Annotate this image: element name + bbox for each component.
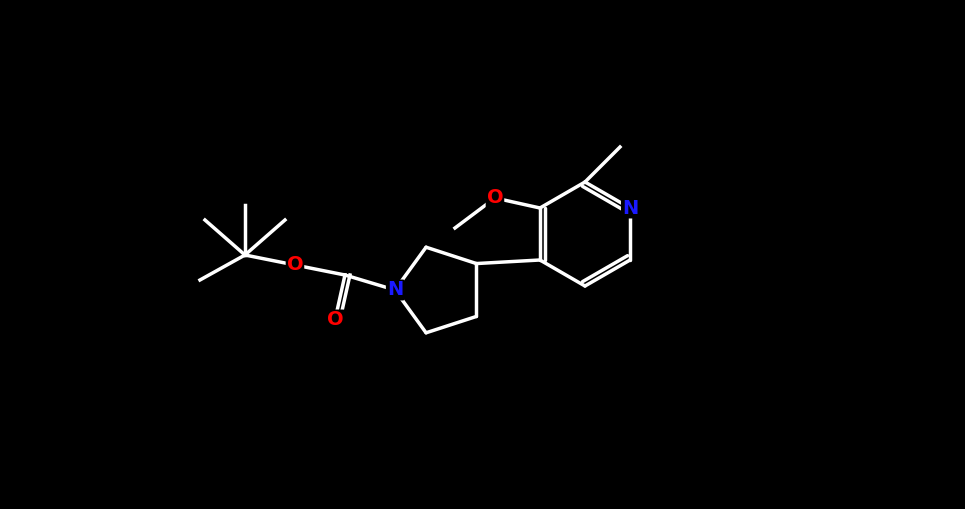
Text: O: O xyxy=(287,256,303,274)
Text: N: N xyxy=(387,280,403,299)
Text: O: O xyxy=(327,310,344,329)
Text: N: N xyxy=(621,199,638,217)
Text: O: O xyxy=(486,188,504,208)
